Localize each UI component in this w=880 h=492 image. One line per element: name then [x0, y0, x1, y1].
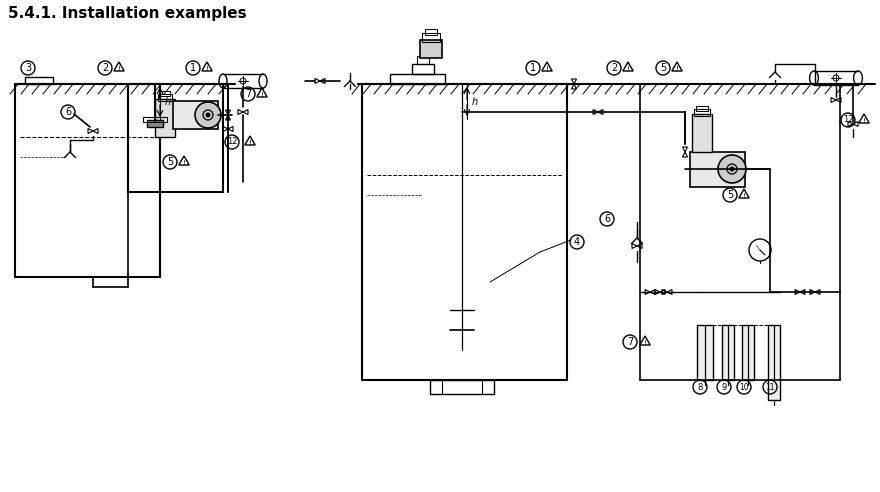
- Circle shape: [730, 167, 734, 171]
- Bar: [160, 91, 170, 96]
- Bar: [420, 40, 442, 58]
- Text: 12: 12: [843, 116, 854, 124]
- Text: !: !: [627, 66, 629, 72]
- Circle shape: [718, 155, 746, 183]
- Bar: [173, 101, 218, 129]
- Bar: [128, 84, 223, 192]
- Text: 6: 6: [604, 214, 610, 224]
- Text: h: h: [472, 97, 478, 107]
- Bar: [147, 120, 163, 127]
- Text: !: !: [206, 66, 209, 72]
- Bar: [155, 99, 175, 137]
- Text: 10: 10: [739, 382, 749, 392]
- Text: 9: 9: [722, 382, 727, 392]
- Bar: [694, 109, 710, 116]
- Bar: [768, 325, 780, 400]
- Bar: [412, 64, 434, 74]
- Text: 4: 4: [574, 237, 580, 247]
- Text: 6: 6: [65, 107, 71, 117]
- Text: !: !: [248, 140, 252, 146]
- Bar: [742, 325, 754, 380]
- Text: !: !: [862, 118, 865, 124]
- Text: !: !: [676, 66, 678, 72]
- Bar: [422, 33, 440, 42]
- Text: 7: 7: [245, 89, 251, 99]
- Bar: [425, 29, 437, 35]
- Bar: [697, 325, 713, 380]
- Text: !: !: [643, 340, 647, 346]
- Text: 3: 3: [25, 63, 31, 73]
- Text: !: !: [182, 160, 186, 166]
- Bar: [696, 106, 708, 111]
- Bar: [362, 84, 567, 380]
- Text: 7: 7: [627, 337, 633, 347]
- Text: !: !: [118, 66, 121, 72]
- Text: !: !: [546, 66, 548, 72]
- Bar: [690, 152, 745, 187]
- Bar: [15, 84, 160, 277]
- Bar: [417, 56, 429, 64]
- Text: !: !: [260, 92, 263, 98]
- Bar: [692, 114, 712, 152]
- Bar: [430, 380, 494, 394]
- Bar: [722, 325, 734, 380]
- Circle shape: [206, 113, 210, 117]
- Text: 11: 11: [766, 382, 774, 392]
- Text: 1: 1: [190, 63, 196, 73]
- Text: 5.4.1. Installation examples: 5.4.1. Installation examples: [8, 6, 246, 21]
- Text: 2: 2: [611, 63, 617, 73]
- Bar: [390, 74, 445, 84]
- Text: !: !: [743, 193, 745, 199]
- Bar: [143, 117, 167, 122]
- Circle shape: [195, 102, 221, 128]
- Bar: [158, 94, 172, 101]
- Text: 5: 5: [660, 63, 666, 73]
- Text: 5: 5: [167, 157, 173, 167]
- Bar: [25, 77, 53, 84]
- Text: 2: 2: [102, 63, 108, 73]
- Text: 1: 1: [530, 63, 536, 73]
- Text: 12: 12: [227, 137, 238, 147]
- Text: 8: 8: [697, 382, 703, 392]
- Text: 5: 5: [727, 190, 733, 200]
- Text: h: h: [165, 97, 171, 107]
